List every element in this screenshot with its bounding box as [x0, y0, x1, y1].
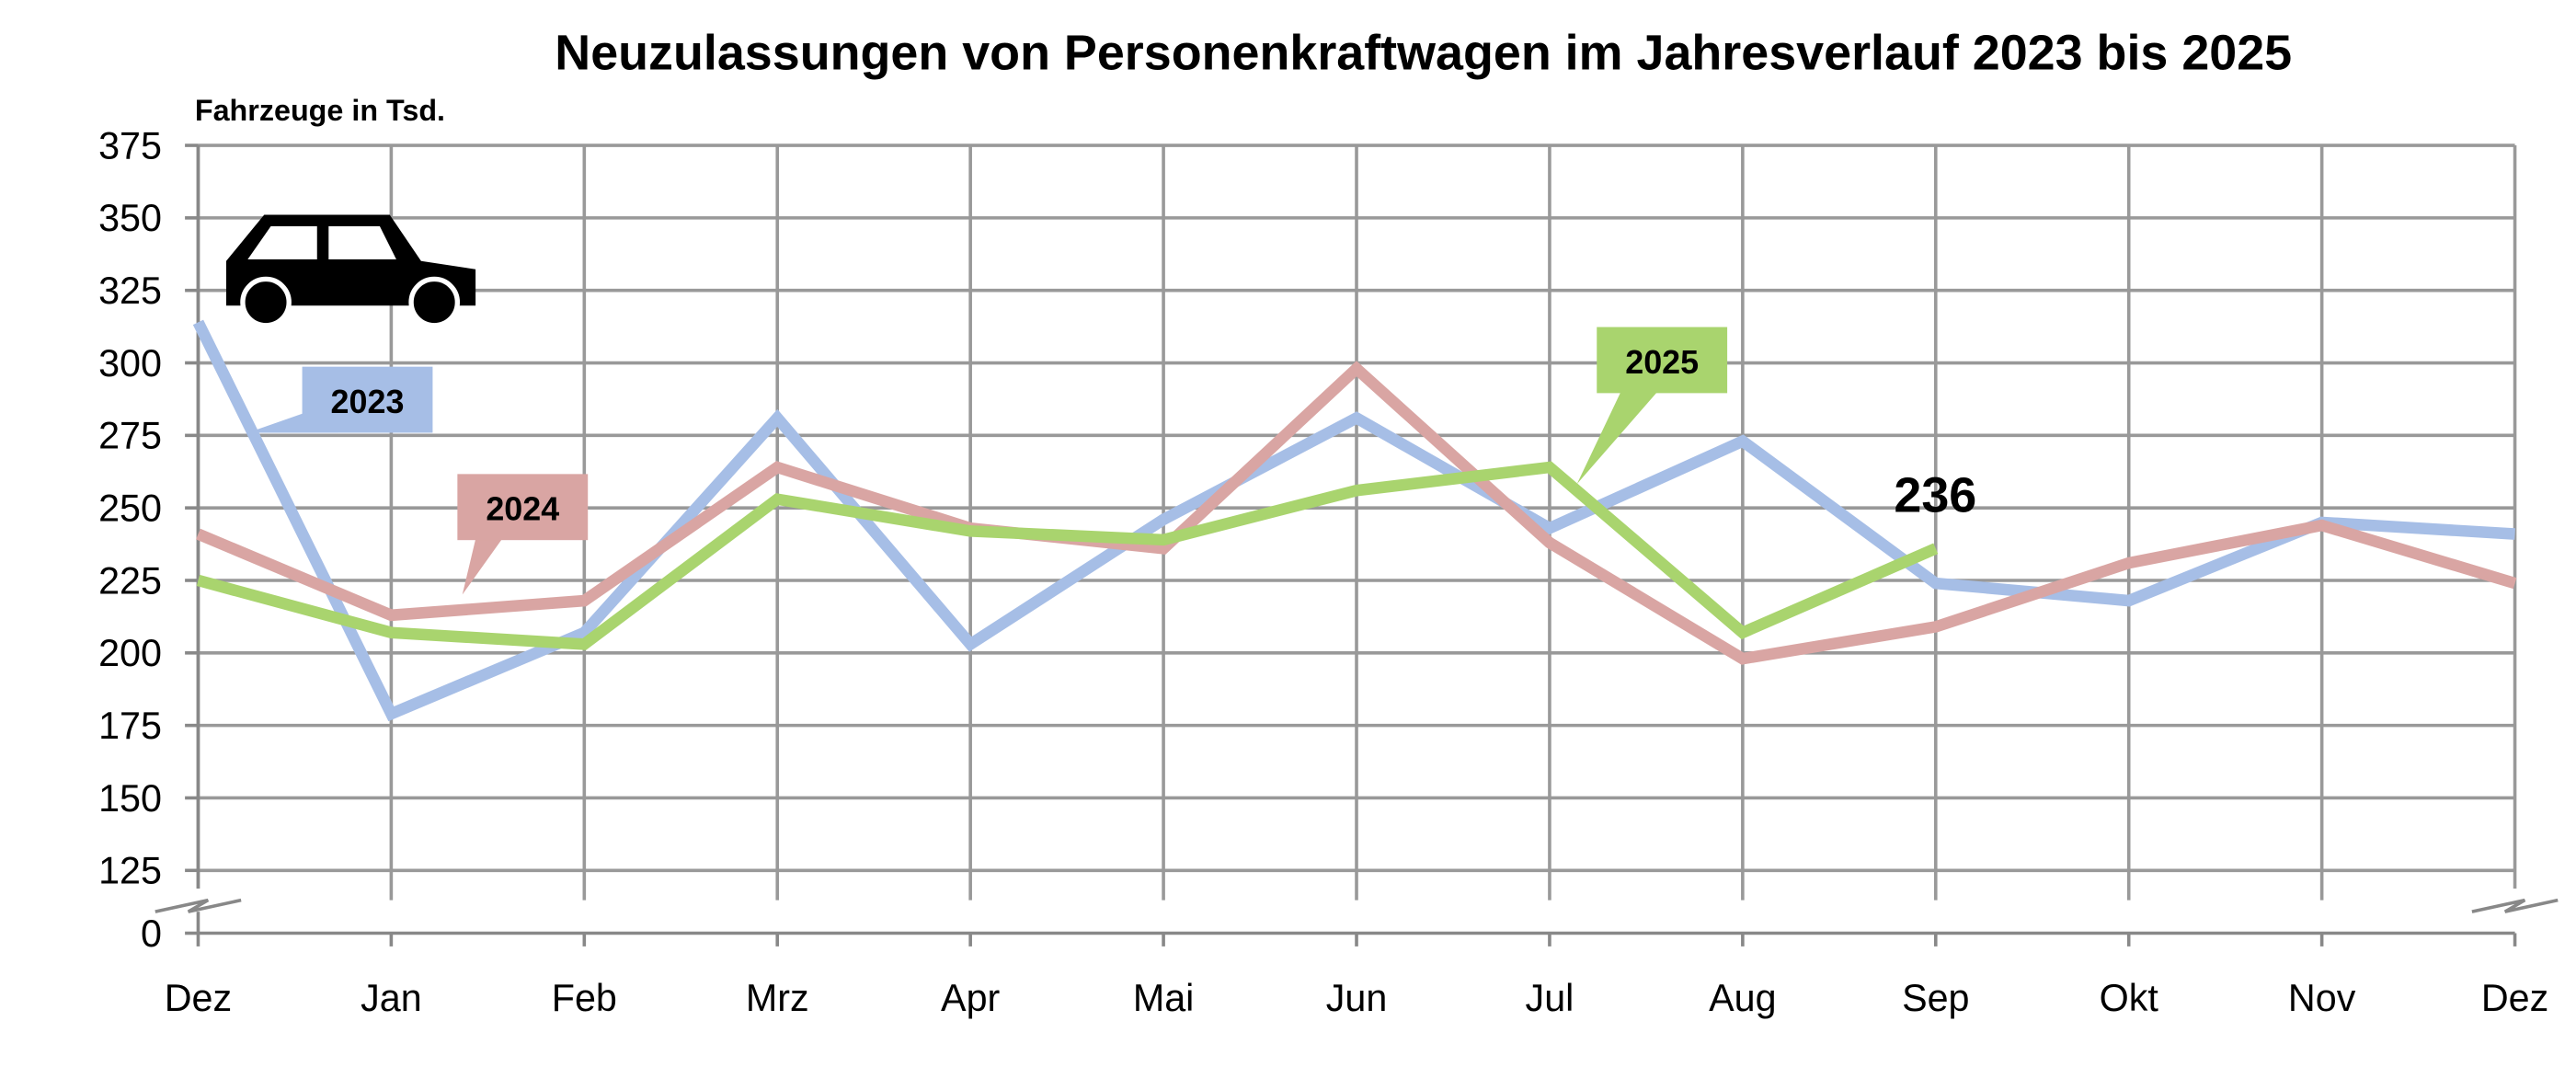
- x-tick-label: Mai: [1133, 977, 1195, 1019]
- legend-pointer-2024: [462, 525, 512, 595]
- legend-box-2023: [302, 366, 433, 433]
- x-tick-label: Jul: [1526, 977, 1574, 1019]
- x-tick-label: Okt: [2100, 977, 2159, 1019]
- y-tick-label: 150: [98, 777, 162, 820]
- y-tick-label: 225: [98, 559, 162, 602]
- y-tick-label: 250: [98, 488, 162, 530]
- axis-break-right: [2471, 898, 2559, 913]
- y-tick-label: 275: [98, 415, 162, 457]
- legend-callouts: 2023 2024 2025: [247, 327, 1728, 595]
- y-tick-label: 175: [98, 705, 162, 747]
- y-tick-label: 300: [98, 342, 162, 384]
- axis-break-left: [155, 898, 242, 913]
- x-tick-label: Jan: [361, 977, 422, 1019]
- x-tick-label: Dez: [165, 977, 232, 1019]
- legend-label-2023: 2023: [331, 383, 405, 420]
- car-icon: [225, 214, 476, 328]
- series-line-2025: [196, 461, 1939, 650]
- data-label-2025-sep: 236: [1894, 468, 1976, 523]
- y-tick-label: 325: [98, 270, 162, 312]
- x-tick-label: Nov: [2288, 977, 2356, 1019]
- legend-label-2025: 2025: [1625, 343, 1699, 381]
- x-tick-label: Mrz: [746, 977, 809, 1019]
- legend-box-2025: [1597, 327, 1728, 394]
- y-tick-label: 0: [141, 912, 162, 955]
- y-tick-label: 375: [98, 124, 162, 166]
- legend-box-2024: [457, 474, 589, 541]
- x-tick-label: Jun: [1326, 977, 1388, 1019]
- legend-label-2024: 2024: [486, 490, 559, 528]
- legend-pointer-2025: [1576, 380, 1668, 485]
- series-lines: [192, 319, 2517, 722]
- x-tick-label: Feb: [552, 977, 617, 1019]
- x-tick-label: Dez: [2481, 977, 2548, 1019]
- y-axis-label: Fahrzeuge in Tsd.: [195, 94, 445, 127]
- y-tick-label: 200: [98, 632, 162, 674]
- y-tick-label: 350: [98, 197, 162, 239]
- x-tick-label: Sep: [1902, 977, 1969, 1019]
- x-tick-label: Apr: [941, 977, 1000, 1019]
- x-tick-label: Aug: [1709, 977, 1776, 1019]
- chart-title: Neuzulassungen von Personenkraftwagen im…: [555, 25, 2292, 80]
- y-tick-label: 125: [98, 850, 162, 892]
